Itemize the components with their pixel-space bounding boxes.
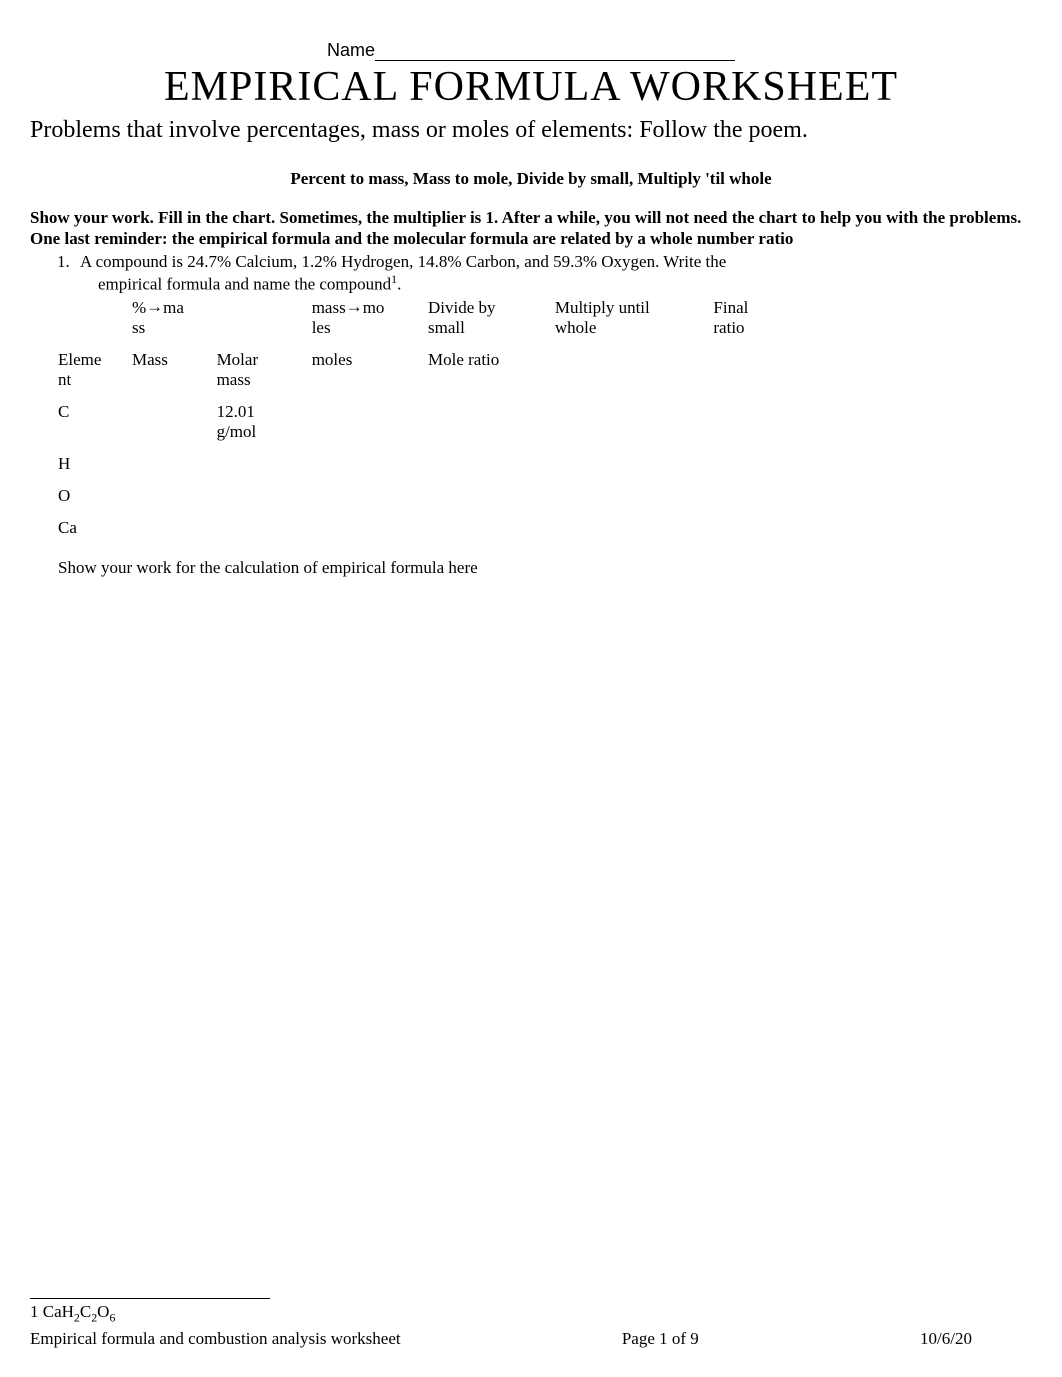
footnote-separator — [30, 1298, 270, 1299]
problem-1-text: A compound is 24.7% Calcium, 1.2% Hydrog… — [80, 252, 726, 271]
cell-molar-mass: 12.01g/mol — [217, 396, 312, 448]
cell-mass[interactable] — [132, 448, 217, 480]
name-underline[interactable] — [375, 43, 735, 61]
name-label: Name — [327, 40, 375, 60]
cell-final-ratio[interactable] — [713, 512, 798, 544]
cell-multiply[interactable] — [555, 396, 714, 448]
cell-final-ratio[interactable] — [713, 480, 798, 512]
cell-moles[interactable] — [312, 448, 428, 480]
problem-1-continuation: empirical formula and name the compound1… — [98, 272, 1032, 295]
header-mass-to-moles: mass→moles — [312, 298, 428, 344]
chart-header-row-2: Element Mass Molarmass moles Mole ratio — [58, 344, 798, 396]
problem-1-text2-suffix: . — [397, 274, 401, 293]
footer-left: Empirical formula and combustion analysi… — [30, 1329, 401, 1349]
cell-molar-mass[interactable] — [217, 448, 312, 480]
cell-element: H — [58, 448, 132, 480]
cell-final-ratio[interactable] — [713, 448, 798, 480]
arrow-icon: → — [346, 297, 363, 316]
header-mole-ratio: Mole ratio — [428, 344, 555, 396]
footer-page-number: Page 1 of 9 — [401, 1329, 920, 1349]
footnote-formula-part: O — [97, 1302, 109, 1321]
show-work-label: Show your work for the calculation of em… — [58, 558, 1032, 578]
cell-element: O — [58, 480, 132, 512]
cell-mole-ratio[interactable] — [428, 448, 555, 480]
cell-multiply[interactable] — [555, 480, 714, 512]
header-mass: Mass — [132, 344, 217, 396]
cell-molar-mass[interactable] — [217, 480, 312, 512]
header-moles: moles — [312, 344, 428, 396]
cell-moles[interactable] — [312, 512, 428, 544]
instructions: Show your work. Fill in the chart. Somet… — [30, 207, 1032, 250]
cell-element: C — [58, 396, 132, 448]
cell-moles[interactable] — [312, 396, 428, 448]
header-percent-to-mass: %→mass — [132, 298, 217, 344]
cell-multiply[interactable] — [555, 448, 714, 480]
name-field-line: Name — [30, 40, 1032, 61]
footnote-formula-part: C — [80, 1302, 91, 1321]
cell-mole-ratio[interactable] — [428, 480, 555, 512]
calculation-chart: %→mass mass→moles Divide bysmall Multipl… — [58, 298, 798, 550]
cell-moles[interactable] — [312, 480, 428, 512]
page-title: EMPIRICAL FORMULA WORKSHEET — [30, 63, 1032, 111]
cell-molar-mass[interactable] — [217, 512, 312, 544]
cell-element: Ca — [58, 512, 132, 544]
header-final-ratio: Finalratio — [713, 298, 798, 344]
poem-line: Percent to mass, Mass to mole, Divide by… — [30, 169, 1032, 189]
header-element: Element — [58, 344, 132, 396]
cell-mass[interactable] — [132, 480, 217, 512]
page-footer: Empirical formula and combustion analysi… — [30, 1329, 1032, 1349]
footer-date: 10/6/20 — [920, 1329, 1032, 1349]
table-row: O — [58, 480, 798, 512]
footnote-1: 1 CaH2C2O6 — [30, 1302, 115, 1325]
header-divide-by-small: Divide bysmall — [428, 298, 555, 344]
footnote-sub: 6 — [109, 1310, 115, 1324]
cell-multiply[interactable] — [555, 512, 714, 544]
table-row: Ca — [58, 512, 798, 544]
subtitle: Problems that involve percentages, mass … — [30, 115, 1032, 145]
cell-mass[interactable] — [132, 396, 217, 448]
arrow-icon: → — [146, 297, 163, 316]
cell-mole-ratio[interactable] — [428, 396, 555, 448]
footnote-number: 1 — [30, 1302, 39, 1321]
header-multiply-until-whole: Multiply untilwhole — [555, 298, 714, 344]
cell-mass[interactable] — [132, 512, 217, 544]
problem-list: A compound is 24.7% Calcium, 1.2% Hydrog… — [74, 252, 1032, 272]
table-row: C 12.01g/mol — [58, 396, 798, 448]
problem-1-text2-prefix: empirical formula and name the compound — [98, 274, 391, 293]
footnote-formula-part: CaH — [39, 1302, 74, 1321]
cell-final-ratio[interactable] — [713, 396, 798, 448]
cell-mole-ratio[interactable] — [428, 512, 555, 544]
chart-header-row-1: %→mass mass→moles Divide bysmall Multipl… — [58, 298, 798, 344]
problem-1: A compound is 24.7% Calcium, 1.2% Hydrog… — [74, 252, 1032, 272]
table-row: H — [58, 448, 798, 480]
header-molar-mass: Molarmass — [217, 344, 312, 396]
